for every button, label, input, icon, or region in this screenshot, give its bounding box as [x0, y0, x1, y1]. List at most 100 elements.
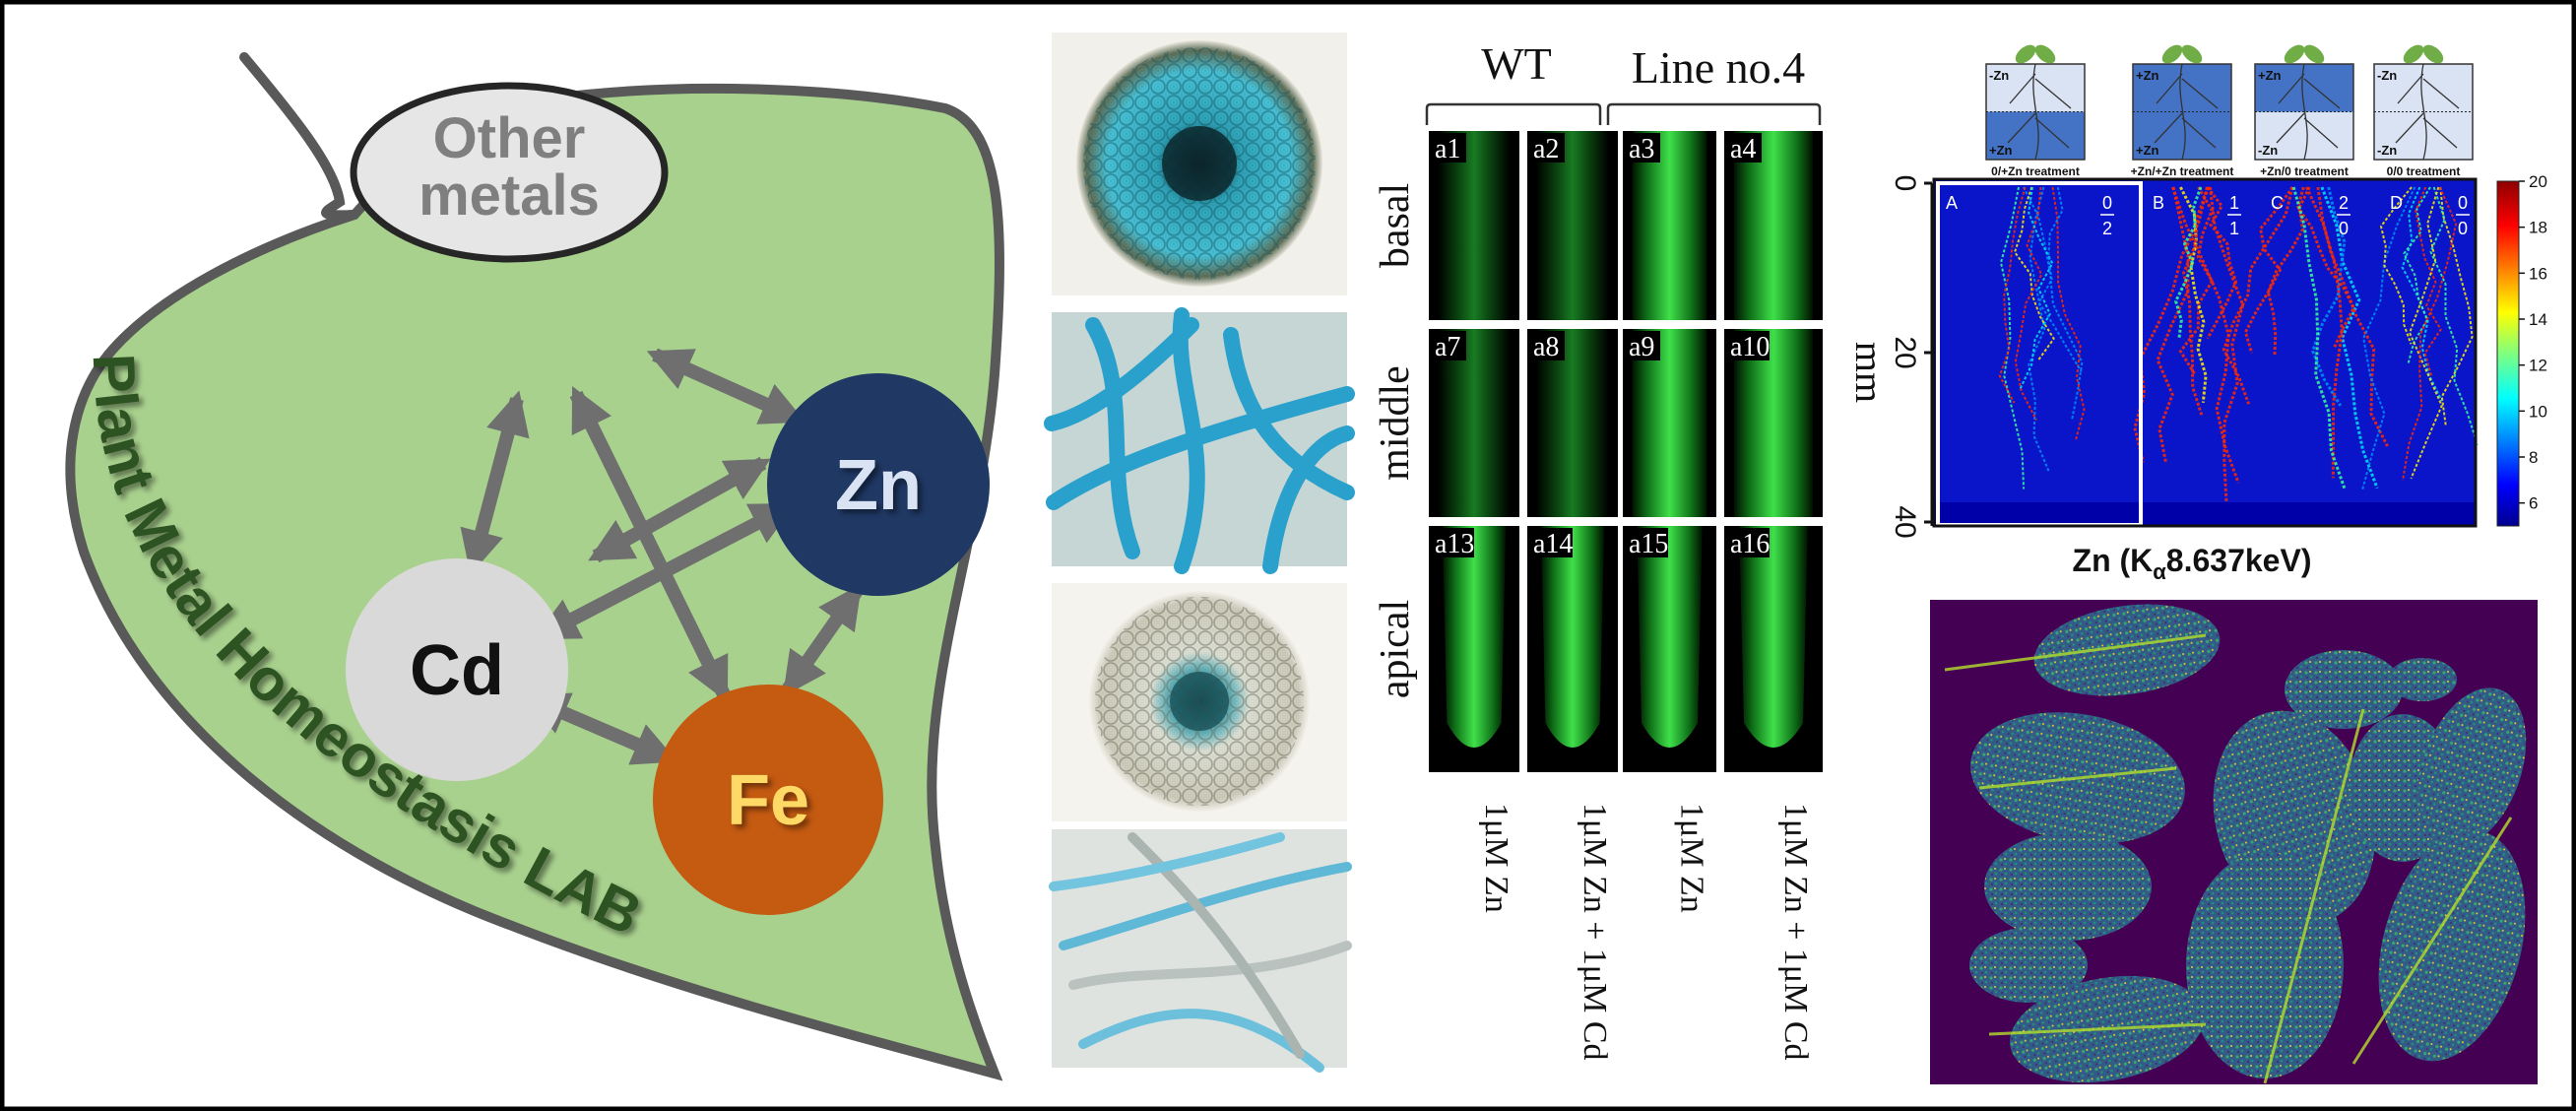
schematic-bottom-label: +Zn — [2136, 143, 2159, 158]
root-trace — [2401, 186, 2443, 402]
treatment-label: 1μM Zn — [1478, 803, 1514, 913]
y-tick-label: 0 — [1889, 175, 1921, 192]
colorbar-ticks: 20 18 16 14 12 10 8 6 — [2519, 172, 2547, 513]
fluorescence-grid: a1 a2 a3 a4 a7 a8 a9 a10 a13 a14 a15 a16 — [1429, 131, 1823, 772]
panel-letter: A — [1946, 193, 1958, 213]
schematic-caption: +Zn/0 treatment — [2260, 164, 2349, 178]
schematic-4: -Zn -Zn 0/0 treatment — [2373, 44, 2474, 178]
heatmap-roots — [1998, 186, 2479, 502]
root-trace — [2291, 186, 2347, 490]
leaf-diagram: Other metals Zn Cd Fe Plant Metal Homeos… — [65, 52, 1004, 1081]
fluorescence-image-a13: a13 — [1429, 526, 1519, 772]
panel-label: a16 — [1730, 529, 1770, 559]
root-trace — [2415, 186, 2442, 377]
fluorescence-image-a4: a4 — [1724, 131, 1823, 320]
panel-ratio-numerator: 0 — [2102, 193, 2112, 213]
leaf-element-map — [1930, 600, 2538, 1084]
root-trace — [2320, 186, 2379, 490]
node-cd-label: Cd — [410, 631, 504, 710]
panel-ratio-numerator: 2 — [2339, 193, 2349, 213]
fluorescence-image-a8: a8 — [1527, 329, 1618, 517]
schematic-1: -Zn +Zn 0/+Zn treatment — [1985, 44, 2086, 178]
root-trace — [2429, 186, 2479, 446]
root-trace — [2316, 186, 2389, 447]
root-trace — [2156, 186, 2190, 465]
root-trace — [2051, 186, 2086, 442]
panel-letter: D — [2390, 193, 2403, 213]
schematic-top-label: +Zn — [2258, 68, 2282, 83]
fluorescence-image-a15: a15 — [1623, 526, 1716, 772]
leaf-map-veins — [1944, 633, 2513, 1084]
micrograph-root-hairs-stained — [1044, 307, 1355, 574]
root-trace — [2133, 186, 2209, 463]
seedling-leaf-icon — [2303, 44, 2325, 64]
bracket-line4 — [1606, 102, 1822, 125]
group-label-line4: Line no.4 — [1632, 42, 1805, 93]
heatmap-background — [1934, 179, 2476, 526]
schematic-2: +Zn +Zn +Zn/+Zn treatment — [2131, 44, 2234, 178]
root-trace — [2037, 186, 2083, 372]
arrow-other-cd — [460, 390, 530, 575]
node-fe — [653, 685, 883, 915]
root-trace — [2028, 186, 2050, 473]
schematic-top-label: -Zn — [1989, 68, 2009, 83]
colorbar: 20 18 16 14 12 10 8 6 — [2496, 172, 2547, 527]
root-trace — [2206, 186, 2238, 340]
root-trace — [1998, 186, 2027, 404]
panel-label: a1 — [1435, 134, 1460, 164]
node-other-metals-label-1: Other — [433, 106, 586, 170]
leaf-map-leaf — [2186, 852, 2344, 1078]
node-zn — [767, 373, 990, 596]
x-label-suffix: 8.637keV) — [2166, 543, 2312, 578]
root-trace — [2266, 186, 2311, 356]
panel-label: a8 — [1533, 332, 1559, 362]
colorbar-tick-label: 20 — [2529, 172, 2547, 191]
root-trace — [2403, 186, 2431, 365]
root-drawing — [2154, 63, 2219, 161]
root-trace — [2018, 186, 2054, 391]
heatmap-x-label: Zn (Kα8.637keV) — [2073, 543, 2312, 584]
bracket-wt — [1425, 102, 1602, 125]
fluorescence-image-a2: a2 — [1527, 131, 1618, 320]
schematic-caption: +Zn/+Zn treatment — [2131, 164, 2234, 178]
seedling-leaf-icon — [2034, 44, 2056, 64]
leaf-map-leaf — [2033, 604, 2221, 696]
schematic-top-label: -Zn — [2377, 68, 2397, 83]
row-label-apical: apical — [1373, 600, 1418, 698]
zn-heatmap: A 0 2 B 1 1 C 2 0 D 0 0 — [1932, 177, 2479, 528]
root-drawing — [2007, 63, 2072, 161]
y-tick-label: 20 — [1889, 336, 1921, 368]
node-other-metals — [350, 82, 669, 263]
x-label-prefix: Zn (K — [2073, 543, 2154, 578]
schematic-caption: 0/+Zn treatment — [1991, 164, 2080, 178]
y-axis-label: mm — [1847, 342, 1892, 403]
panel-label: a13 — [1435, 529, 1474, 559]
panel-label: a10 — [1730, 332, 1770, 362]
fluorescence-image-a10: a10 — [1724, 329, 1823, 517]
panel-letter: B — [2153, 193, 2164, 213]
treatment-label: 1μM Zn + 1μM Cd — [1577, 803, 1613, 1061]
micrograph-column — [1044, 33, 1355, 1073]
root-trace — [2182, 186, 2211, 417]
fluorescence-image-a16: a16 — [1724, 526, 1823, 772]
seedling-leaf-icon — [2422, 44, 2444, 64]
arrow-zn-fe — [782, 583, 863, 697]
panel-label: a4 — [1730, 134, 1756, 164]
treatment-label: 1μM Zn + 1μM Cd — [1777, 803, 1814, 1061]
panel-label: a2 — [1533, 134, 1559, 164]
group-label-wt: WT — [1481, 38, 1552, 89]
root-trace — [2208, 186, 2245, 502]
root-trace — [2379, 186, 2413, 345]
panel-label: a9 — [1629, 332, 1654, 362]
colorbar-tick-label: 6 — [2529, 494, 2538, 513]
node-fe-label: Fe — [727, 761, 809, 840]
root-trace — [2409, 186, 2443, 480]
colorbar-tick-label: 8 — [2529, 448, 2538, 467]
fluorescence-image-a1: a1 — [1429, 131, 1519, 320]
colorbar-gradient — [2496, 180, 2520, 527]
root-trace — [2361, 186, 2416, 490]
leaf-map-leaf — [2378, 829, 2526, 1062]
micrograph-cross-section-light — [1052, 583, 1347, 821]
panel-ratio-numerator: 1 — [2229, 193, 2239, 213]
